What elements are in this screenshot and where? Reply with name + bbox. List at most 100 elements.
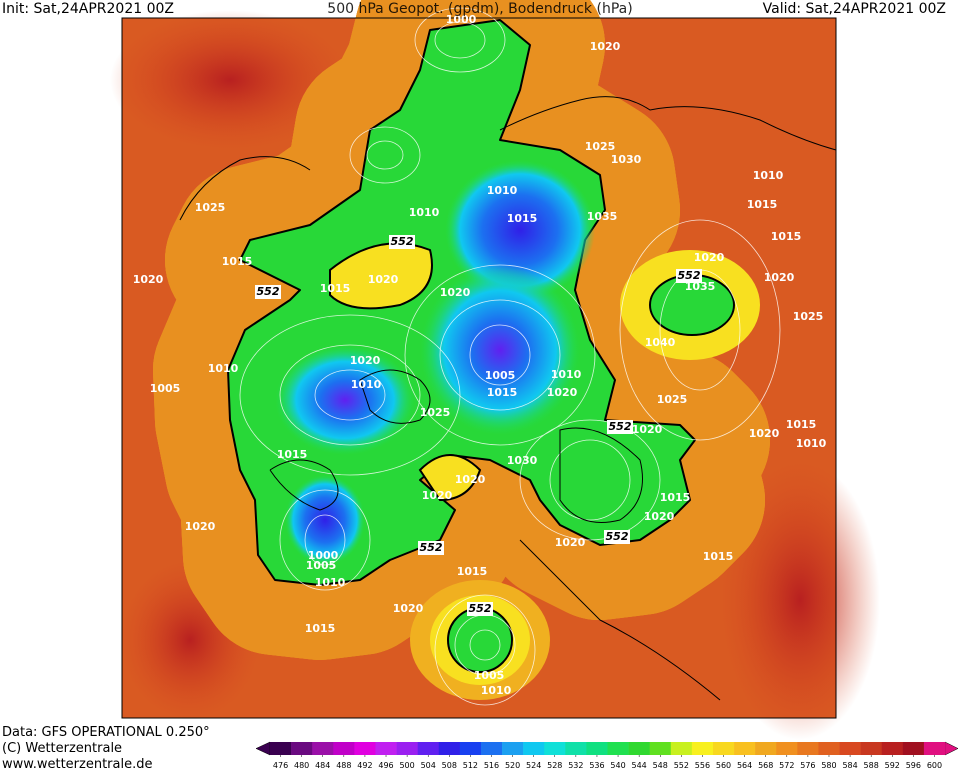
- colorbar-swatch: [628, 742, 650, 755]
- contour-label: 1010: [409, 206, 440, 219]
- contour-label: 552: [678, 269, 701, 282]
- contour-label: 1000: [446, 13, 477, 26]
- contour-label: 1020: [350, 354, 381, 367]
- colorbar-label: 576: [800, 761, 815, 770]
- colorbar-swatch: [375, 742, 397, 755]
- map-fields: [110, 0, 880, 740]
- colorbar-label: 480: [294, 761, 309, 770]
- colorbar-swatch: [923, 742, 946, 755]
- colorbar-label: 548: [653, 761, 668, 770]
- colorbar-label: 524: [526, 761, 541, 770]
- colorbar-label: 564: [737, 761, 752, 770]
- colorbar-label: 600: [927, 761, 942, 770]
- contour-label: 1025: [585, 140, 616, 153]
- data-source: Data: GFS OPERATIONAL 0.250°: [2, 725, 210, 740]
- colorbar-swatch: [670, 742, 693, 755]
- colorbar-label: 488: [336, 761, 351, 770]
- colorbar-swatch: [755, 742, 777, 755]
- colorbar-swatch: [291, 742, 313, 755]
- colorbar-label: 572: [779, 761, 794, 770]
- copyright: (C) Wetterzentrale: [2, 741, 122, 756]
- init-time: Init: Sat,24APR2021 00Z: [2, 1, 174, 17]
- contour-label: 1015: [222, 255, 253, 268]
- colorbar-label: 496: [378, 761, 393, 770]
- contour-label: 552: [609, 420, 632, 433]
- label-box: [467, 602, 493, 616]
- contour-label: 1020: [393, 602, 424, 615]
- contour-label: 1030: [507, 454, 538, 467]
- contour-label: 1015: [457, 565, 488, 578]
- contour-label: 1015: [277, 448, 308, 461]
- contour-label: 1020: [422, 489, 453, 502]
- warm-area: [720, 460, 880, 740]
- warm-area: [110, 10, 350, 150]
- contour-label: 1005: [150, 382, 181, 395]
- colorbar-label: 528: [547, 761, 562, 770]
- contour-label: 1010: [481, 684, 512, 697]
- colorbar-swatch: [502, 742, 524, 755]
- colorbar-label: 512: [463, 761, 478, 770]
- colorbar-label: 596: [906, 761, 921, 770]
- contour-552: [418, 454, 482, 502]
- colorbar-label: 540: [610, 761, 625, 770]
- colorbar-swatch: [691, 742, 714, 755]
- colorbar-swatch: [333, 742, 355, 755]
- contour-label: 1005: [474, 669, 505, 682]
- contour-label: 1020: [632, 423, 663, 436]
- contour-label: 552: [469, 602, 492, 615]
- contour-label: 1035: [685, 280, 716, 293]
- contour-label: 1025: [657, 393, 688, 406]
- isobars: [239, 7, 781, 706]
- colorbar-label: 520: [505, 761, 520, 770]
- website: www.wetterzentrale.de: [2, 757, 152, 770]
- colorbar-swatch: [881, 742, 904, 755]
- colorbar-label: 552: [674, 761, 689, 770]
- contour-label: 552: [420, 541, 443, 554]
- colorbar-swatch: [734, 742, 756, 755]
- colorbar-swatch: [523, 742, 545, 755]
- contour-label: 1015: [660, 491, 691, 504]
- label-box: [389, 235, 415, 249]
- colorbar-swatch: [544, 742, 566, 755]
- contour-label: 1010: [487, 184, 518, 197]
- colorbar-label: 484: [315, 761, 330, 770]
- colorbar-swatch: [438, 742, 461, 755]
- contour-label: 1025: [420, 406, 451, 419]
- colorbar-label: 516: [484, 761, 499, 770]
- label-box: [418, 541, 444, 555]
- colorbar-swatch: [480, 742, 503, 755]
- contour-label: 1015: [703, 550, 734, 563]
- contour-label: 1020: [555, 536, 586, 549]
- colorbar-label: 500: [399, 761, 414, 770]
- contour-label: 1020: [185, 520, 216, 533]
- colorbar-swatch: [860, 742, 883, 755]
- low-area: [275, 345, 415, 455]
- colorbar-swatch: [797, 742, 819, 755]
- colorbar-swatch: [396, 742, 418, 755]
- contour-label: 1005: [306, 559, 337, 572]
- colorbar-swatch: [902, 742, 925, 755]
- low-area: [445, 160, 595, 300]
- colorbar-swatch: [354, 742, 376, 755]
- colorbar-label: 508: [442, 761, 457, 770]
- contour-label: 1010: [551, 368, 582, 381]
- contour-label: 1005: [485, 369, 516, 382]
- map-title: 500 hPa Geopot. (gpdm), Bodendruck (hPa): [327, 1, 632, 17]
- contour-label: 1025: [793, 310, 824, 323]
- contour-label: 1020: [133, 273, 164, 286]
- contour-label: 1015: [786, 418, 817, 431]
- colorbar-swatch: [607, 742, 629, 755]
- contour-label: 1040: [645, 336, 676, 349]
- colorbar-label: 492: [357, 761, 372, 770]
- label-box: [607, 420, 633, 434]
- contour-label: 1015: [487, 386, 518, 399]
- contour-label: 1035: [587, 210, 618, 223]
- colorbar-arrow: [255, 741, 271, 756]
- contour-label: 1010: [796, 437, 827, 450]
- colorbar-label: 588: [864, 761, 879, 770]
- contour-label: 1000: [308, 549, 339, 562]
- colorbar-label: 504: [421, 761, 436, 770]
- contour-labels: 1000 1020 1025 1030 1010 1025 1010 1010 1015 1035…: [133, 13, 827, 697]
